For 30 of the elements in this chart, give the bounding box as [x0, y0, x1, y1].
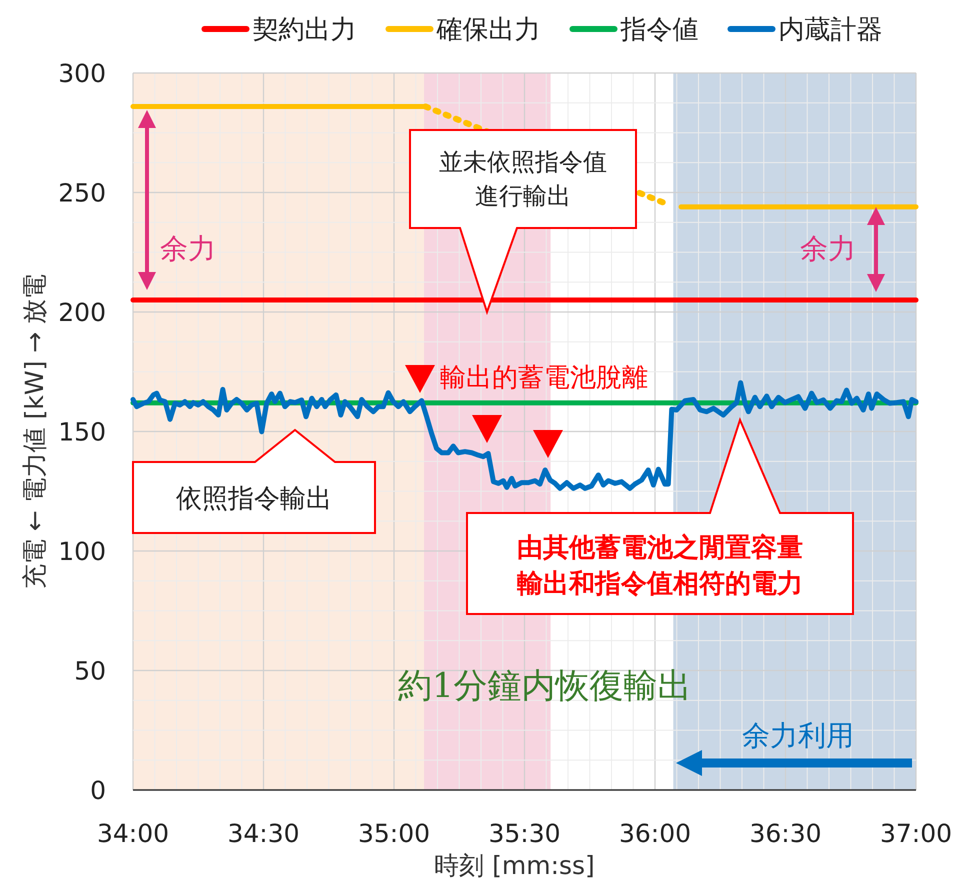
- x-tick-label: 37:00: [880, 819, 952, 848]
- x-tick-label: 35:00: [358, 819, 430, 848]
- x-tick-label: 35:30: [488, 819, 561, 848]
- annotation: 並未依照指令值: [439, 148, 607, 176]
- x-tick-label: 34:30: [227, 819, 300, 848]
- annotation: 約1分鐘内恢復輸出: [398, 666, 692, 706]
- x-axis-title: 時刻 [mm:ss]: [434, 851, 595, 879]
- y-tick-label: 150: [58, 418, 106, 446]
- annotation: 輸出的蓄電池脫離: [440, 363, 648, 393]
- y-tick-label: 100: [58, 537, 106, 566]
- y-tick-label: 50: [74, 656, 106, 686]
- x-tick-label: 36:00: [618, 819, 692, 848]
- y-tick-label: 300: [58, 59, 106, 88]
- y-axis-title: 充電 ← 電力値 [kW] → 放電: [20, 274, 49, 590]
- legend-label: 契約出力: [252, 15, 356, 45]
- annotation: 余力: [160, 232, 216, 265]
- annotation: 余力: [800, 232, 856, 265]
- x-tick-label: 36:30: [749, 819, 822, 848]
- y-tick-label: 200: [58, 298, 106, 327]
- y-tick-label: 250: [58, 178, 106, 208]
- annotation: 進行輸出: [475, 182, 571, 210]
- annotation: 余力利用: [742, 719, 854, 752]
- legend-label: 内蔵計器: [778, 15, 882, 45]
- x-tick-label: 34:00: [96, 819, 170, 848]
- legend-label: 確保出力: [436, 15, 540, 45]
- y-tick-label: 0: [90, 776, 106, 805]
- annotation: 由其他蓄電池之閒置容量: [517, 533, 803, 563]
- legend-label: 指令値: [620, 15, 698, 45]
- annotation: 依照指令輸出: [176, 484, 332, 514]
- annotation: 輸出和指令值相符的電力: [516, 569, 803, 599]
